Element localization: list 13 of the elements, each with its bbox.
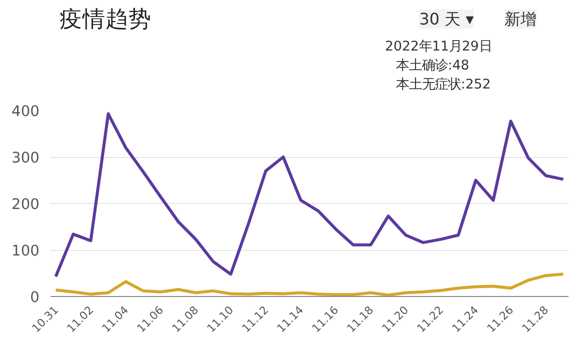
y-tick-label: 100 bbox=[12, 242, 40, 260]
chart-title: 疫情趋势 bbox=[59, 6, 152, 32]
text: 新增 bbox=[504, 10, 537, 28]
line-series bbox=[54, 112, 565, 278]
line-series bbox=[54, 272, 565, 296]
text: 30 天 ▾ bbox=[419, 10, 474, 28]
y-tick-label: 0 bbox=[30, 289, 40, 306]
text: 本土无症状:252 bbox=[396, 78, 491, 92]
y-tick-label: 400 bbox=[12, 103, 40, 120]
text: 2022年11月29日 bbox=[385, 40, 492, 54]
text: 本土确诊:48 bbox=[396, 58, 470, 74]
y-tick-label: 300 bbox=[12, 150, 40, 166]
y-tick-label: 200 bbox=[12, 196, 40, 213]
